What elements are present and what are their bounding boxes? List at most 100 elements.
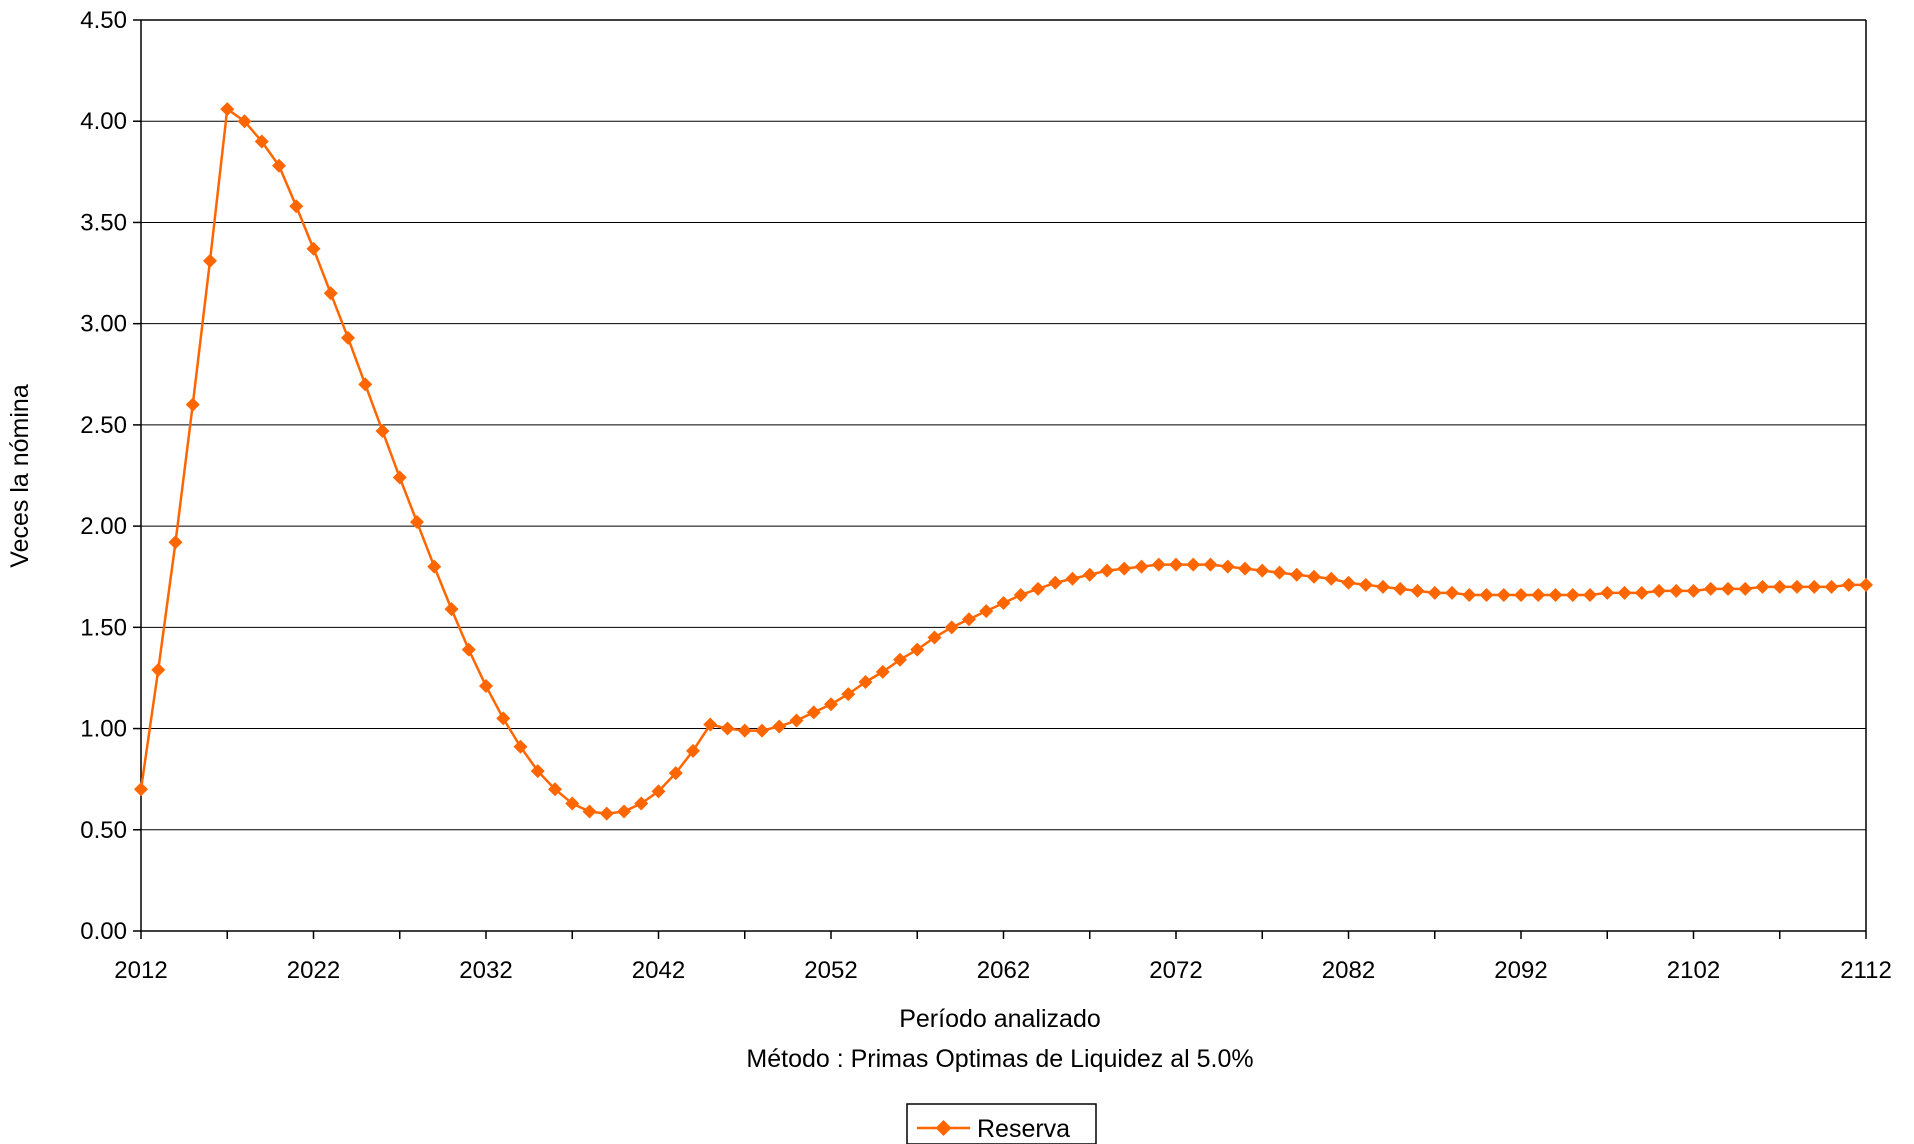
data-point bbox=[1151, 557, 1166, 572]
y-tick-label: 2.00 bbox=[80, 513, 127, 540]
x-tick-label: 2082 bbox=[1322, 957, 1375, 984]
data-point bbox=[1082, 567, 1097, 582]
data-point bbox=[1772, 579, 1787, 594]
x-axis-title: Período analizado bbox=[899, 1005, 1101, 1033]
data-point bbox=[289, 199, 304, 214]
data-point bbox=[617, 804, 631, 819]
y-tick-label: 0.00 bbox=[80, 918, 127, 945]
data-point bbox=[530, 764, 545, 779]
data-point bbox=[1410, 583, 1425, 598]
data-point bbox=[1048, 575, 1063, 590]
x-tick-label: 2092 bbox=[1494, 957, 1547, 984]
data-point bbox=[944, 620, 959, 635]
data-point bbox=[168, 535, 183, 550]
chart-subtitle: Método : Primas Optimas de Liquidez al 5… bbox=[746, 1045, 1253, 1073]
data-point bbox=[1065, 571, 1080, 586]
data-point bbox=[582, 804, 597, 819]
y-tick-label: 4.50 bbox=[80, 7, 127, 34]
series-line-0 bbox=[139, 107, 1866, 815]
data-point bbox=[1117, 561, 1132, 576]
data-point bbox=[824, 697, 838, 712]
y-tick-label: 2.50 bbox=[80, 412, 127, 439]
data-point bbox=[789, 713, 804, 728]
data-point bbox=[427, 559, 442, 574]
data-point bbox=[634, 796, 649, 811]
data-point bbox=[1186, 557, 1201, 572]
data-point bbox=[806, 705, 821, 720]
data-point bbox=[1427, 585, 1442, 600]
legend-marker bbox=[935, 1120, 952, 1136]
data-point bbox=[151, 662, 166, 677]
data-point bbox=[962, 612, 976, 627]
x-tick-label: 2072 bbox=[1149, 957, 1202, 984]
data-point bbox=[513, 739, 528, 754]
data-point bbox=[565, 796, 580, 811]
data-point bbox=[1341, 575, 1356, 590]
data-point bbox=[1324, 571, 1339, 586]
data-point bbox=[996, 596, 1011, 611]
legend-box bbox=[906, 1103, 1097, 1144]
x-tick-label: 2052 bbox=[804, 957, 857, 984]
y-tick-label: 1.50 bbox=[80, 614, 127, 641]
data-point bbox=[1134, 559, 1149, 574]
y-tick-label: 1.00 bbox=[80, 716, 127, 743]
data-point bbox=[410, 515, 424, 530]
data-point bbox=[1548, 587, 1563, 602]
data-point bbox=[1669, 583, 1684, 598]
data-point bbox=[1807, 579, 1822, 594]
data-point bbox=[1565, 587, 1580, 602]
data-point bbox=[341, 330, 355, 345]
data-point bbox=[1583, 587, 1597, 602]
data-point bbox=[841, 687, 856, 702]
y-ticks: 0.00 0.50 1.00 1.50 2.00 2.50 3.00 3.50 4.00 4.50 bbox=[80, 7, 141, 945]
data-point bbox=[651, 784, 666, 799]
data-point bbox=[858, 674, 873, 689]
data-point bbox=[1358, 577, 1373, 592]
x-tick-label: 2032 bbox=[459, 957, 512, 984]
x-tick-label: 2102 bbox=[1667, 957, 1720, 984]
data-point bbox=[461, 642, 476, 657]
data-point bbox=[548, 782, 562, 797]
data-point bbox=[979, 604, 994, 619]
data-point bbox=[1376, 579, 1390, 594]
data-point bbox=[1824, 579, 1839, 594]
data-point bbox=[1703, 581, 1718, 596]
data-point bbox=[1496, 587, 1511, 602]
data-point bbox=[1859, 577, 1873, 592]
data-point bbox=[1634, 585, 1649, 600]
grid-lines bbox=[141, 120, 1866, 831]
data-point bbox=[1686, 583, 1701, 598]
data-point bbox=[1755, 579, 1770, 594]
data-point bbox=[1220, 559, 1235, 574]
data-point bbox=[203, 253, 217, 268]
data-point bbox=[1272, 565, 1287, 580]
data-point bbox=[392, 470, 407, 485]
data-point bbox=[599, 806, 614, 821]
y-tick-label: 3.00 bbox=[80, 311, 127, 338]
legend: Reserva bbox=[906, 1103, 1097, 1144]
data-point bbox=[1445, 585, 1459, 600]
legend-label-reserva: Reserva bbox=[977, 1115, 1070, 1143]
data-point bbox=[1514, 587, 1528, 602]
x-tick-label: 2012 bbox=[114, 957, 167, 984]
data-point bbox=[1169, 557, 1183, 572]
data-point bbox=[737, 723, 752, 738]
data-point bbox=[927, 630, 942, 645]
data-point bbox=[237, 114, 252, 129]
x-tick-label: 2022 bbox=[287, 957, 340, 984]
x-tick-label: 2062 bbox=[977, 957, 1030, 984]
x-tick-label: 2042 bbox=[632, 957, 685, 984]
data-point bbox=[1462, 587, 1477, 602]
data-point bbox=[1738, 581, 1753, 596]
data-point bbox=[444, 602, 459, 617]
data-point bbox=[496, 711, 511, 726]
data-point bbox=[1238, 561, 1252, 576]
data-point bbox=[1013, 587, 1028, 602]
data-point bbox=[772, 719, 787, 734]
data-point bbox=[1031, 581, 1045, 596]
data-point bbox=[1721, 581, 1735, 596]
data-point bbox=[686, 743, 700, 758]
data-point bbox=[1393, 581, 1408, 596]
y-tick-label: 3.50 bbox=[80, 209, 127, 236]
data-point bbox=[1203, 557, 1218, 572]
